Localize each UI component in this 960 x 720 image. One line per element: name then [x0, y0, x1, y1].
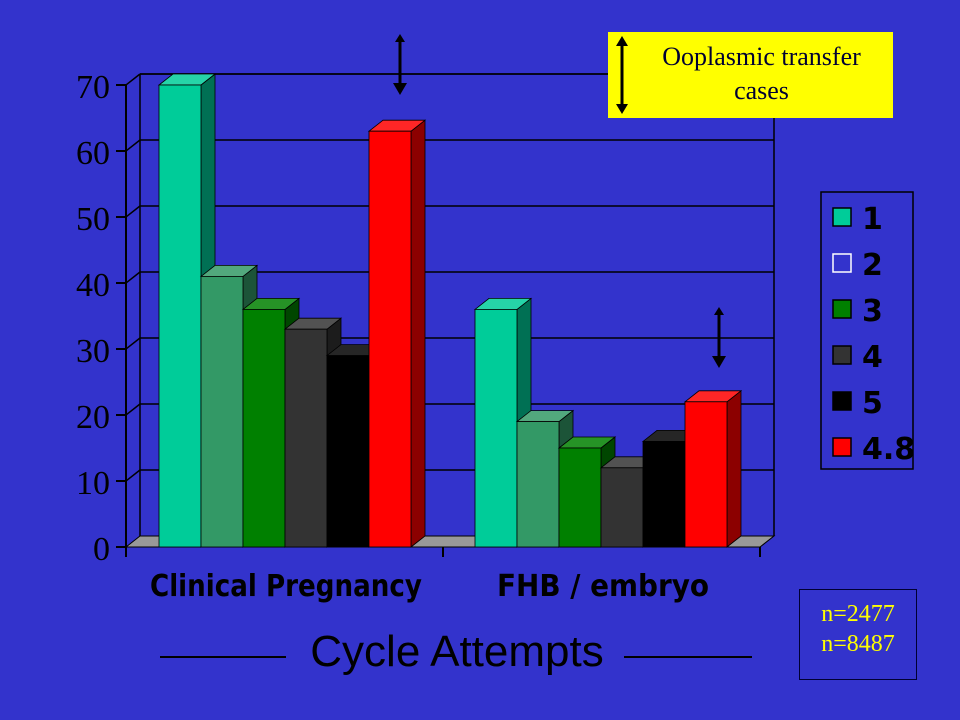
- y-tick-label-3: 30: [76, 333, 110, 370]
- gridline-side-10: [125, 469, 141, 482]
- y-axis: 0 10 20 30 40 50 60 70: [76, 69, 127, 568]
- legend-swatch-5: [832, 437, 852, 457]
- bars: [157, 73, 743, 548]
- gridline-side-60: [125, 139, 141, 152]
- bar-front: [642, 440, 686, 548]
- gridline-side-50: [125, 205, 141, 218]
- double-arrow-icon: [712, 307, 726, 368]
- callout-text: Ooplasmic transfer cases: [634, 40, 889, 108]
- legend-label-0: 1: [862, 202, 883, 237]
- bar-front: [200, 275, 244, 548]
- legend-swatch-1: [832, 253, 852, 273]
- footer-rule-left: [160, 656, 286, 658]
- arrow-head-down: [712, 356, 726, 368]
- bar-front: [684, 401, 728, 548]
- footer-rule-right: [624, 656, 752, 658]
- gridline-side-70: [125, 73, 141, 86]
- callout-line-1: Ooplasmic transfer: [662, 42, 861, 71]
- bar-front: [158, 84, 202, 548]
- y-tick-label-4: 40: [76, 267, 110, 304]
- bar-side: [726, 389, 742, 548]
- legend-swatch-3: [832, 345, 852, 365]
- y-tick-label-6: 60: [76, 135, 110, 172]
- y-tick-label-0: 0: [93, 531, 110, 568]
- legend-label-2: 3: [862, 294, 883, 329]
- x-axis: Clinical Pregnancy FHB / embryo: [125, 547, 761, 604]
- legend-swatch-4: [832, 391, 852, 411]
- x-category-label-0: Clinical Pregnancy: [150, 569, 422, 604]
- legend-label-1: 2: [862, 248, 883, 283]
- bar-front: [516, 421, 560, 548]
- x-axis-title: Cycle Attempts: [310, 627, 604, 676]
- legend: 1 2 3 4 5 4.8: [820, 191, 915, 470]
- legend-swatch-2: [832, 299, 852, 319]
- bar-front: [326, 355, 370, 548]
- bar-0-5: [367, 119, 427, 548]
- sample-size-box: n=2477 n=8487: [799, 589, 917, 680]
- legend-box: [820, 191, 914, 470]
- bar-front: [284, 328, 328, 548]
- ooplasmic-callout: Ooplasmic transfer cases: [608, 32, 893, 118]
- bar-front: [368, 130, 412, 548]
- gridline-side-30: [125, 337, 141, 350]
- arrow-head-up: [714, 307, 724, 315]
- y-tick-label-5: 50: [76, 201, 110, 238]
- double-arrow-icon: [393, 34, 407, 95]
- y-tick-label-2: 20: [76, 399, 110, 436]
- legend-label-4: 5: [862, 386, 883, 421]
- bar-front: [474, 308, 518, 548]
- double-arrow-icon: [616, 36, 628, 114]
- count-line-1: n=2477: [821, 601, 895, 627]
- bar-1-5: [683, 389, 743, 548]
- arrow-head-up: [395, 34, 405, 42]
- callout-line-2: cases: [734, 76, 789, 105]
- legend-swatch-0: [832, 207, 852, 227]
- bar-front: [600, 467, 644, 548]
- annotation-arrows: [393, 34, 726, 368]
- y-tick-label-1: 10: [76, 465, 110, 502]
- bar-side: [410, 119, 426, 548]
- gridline-side-20: [125, 403, 141, 416]
- legend-label-3: 4: [862, 340, 883, 375]
- bar-front: [242, 308, 286, 548]
- bar-front: [558, 447, 602, 548]
- gridline-side-40: [125, 271, 141, 284]
- arrow-head-down: [393, 83, 407, 95]
- y-tick-label-7: 70: [76, 69, 110, 106]
- count-line-2: n=8487: [821, 631, 895, 657]
- legend-label-5: 4.8: [862, 432, 915, 467]
- x-category-label-1: FHB / embryo: [497, 569, 709, 604]
